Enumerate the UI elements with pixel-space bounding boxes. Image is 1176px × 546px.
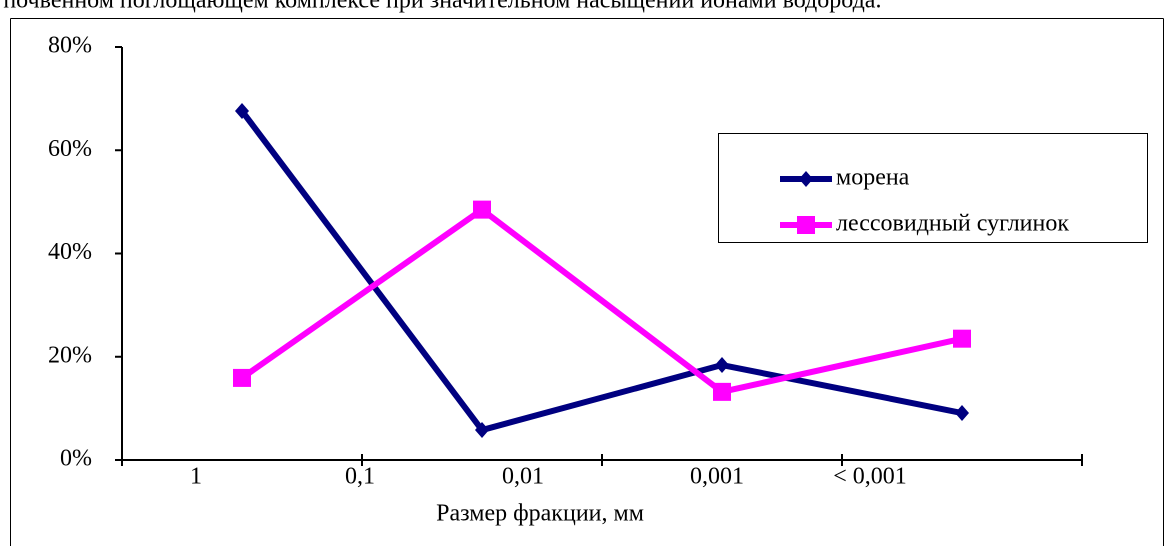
data-point [953,329,971,348]
data-point [955,405,969,422]
legend-label: лессовидный суглинок [836,211,1069,237]
x-axis-label: Размер фракции, мм [436,501,644,527]
data-point [715,357,729,374]
y-tick-label: 40% [48,239,92,265]
x-boundary-label: 0,01 [502,464,544,490]
y-tick-label: 0% [60,446,92,472]
page-text: в почвенном поглощающем комплексе при зн… [0,0,881,14]
data-point [475,422,489,439]
series-line [240,206,963,395]
series-line [239,109,963,434]
data-point [473,200,491,219]
x-boundary-label: 0,1 [345,464,375,490]
legend-marker [797,216,815,234]
legend-marker [799,171,813,187]
data-point [233,368,251,387]
y-tick-label: 80% [48,33,92,59]
x-boundary-label: 0,001 [690,464,744,490]
y-tick-label: 20% [48,342,92,368]
data-point [713,382,731,401]
legend-label: морена [836,165,910,191]
x-boundary-label: 1 [190,464,202,490]
data-point [235,103,249,120]
x-boundary-label: < 0,001 [833,464,907,490]
y-tick-label: 60% [48,136,92,162]
